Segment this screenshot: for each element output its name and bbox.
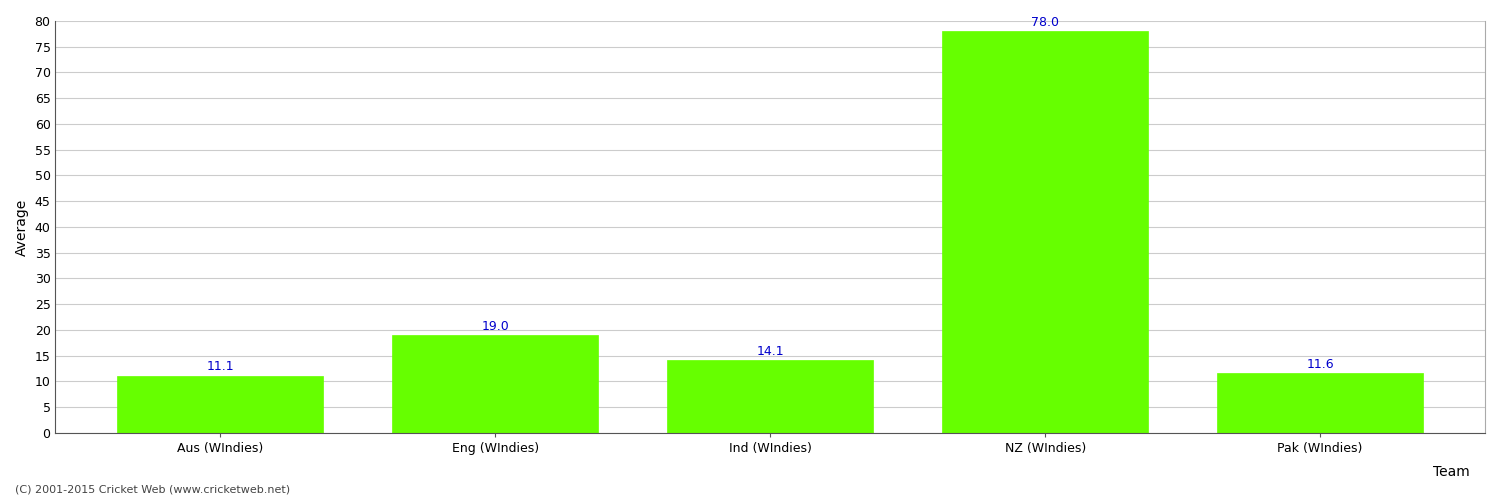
Text: 14.1: 14.1 — [756, 344, 784, 358]
Text: 19.0: 19.0 — [482, 320, 508, 332]
Text: 11.1: 11.1 — [207, 360, 234, 373]
Text: (C) 2001-2015 Cricket Web (www.cricketweb.net): (C) 2001-2015 Cricket Web (www.cricketwe… — [15, 485, 290, 495]
Text: 78.0: 78.0 — [1030, 16, 1059, 28]
Text: Team: Team — [1434, 465, 1470, 479]
Bar — [392, 335, 598, 433]
Y-axis label: Average: Average — [15, 198, 28, 256]
Bar — [942, 31, 1148, 433]
Bar — [668, 360, 873, 433]
Bar — [117, 376, 324, 433]
Bar — [1216, 373, 1423, 433]
Text: 11.6: 11.6 — [1306, 358, 1334, 370]
